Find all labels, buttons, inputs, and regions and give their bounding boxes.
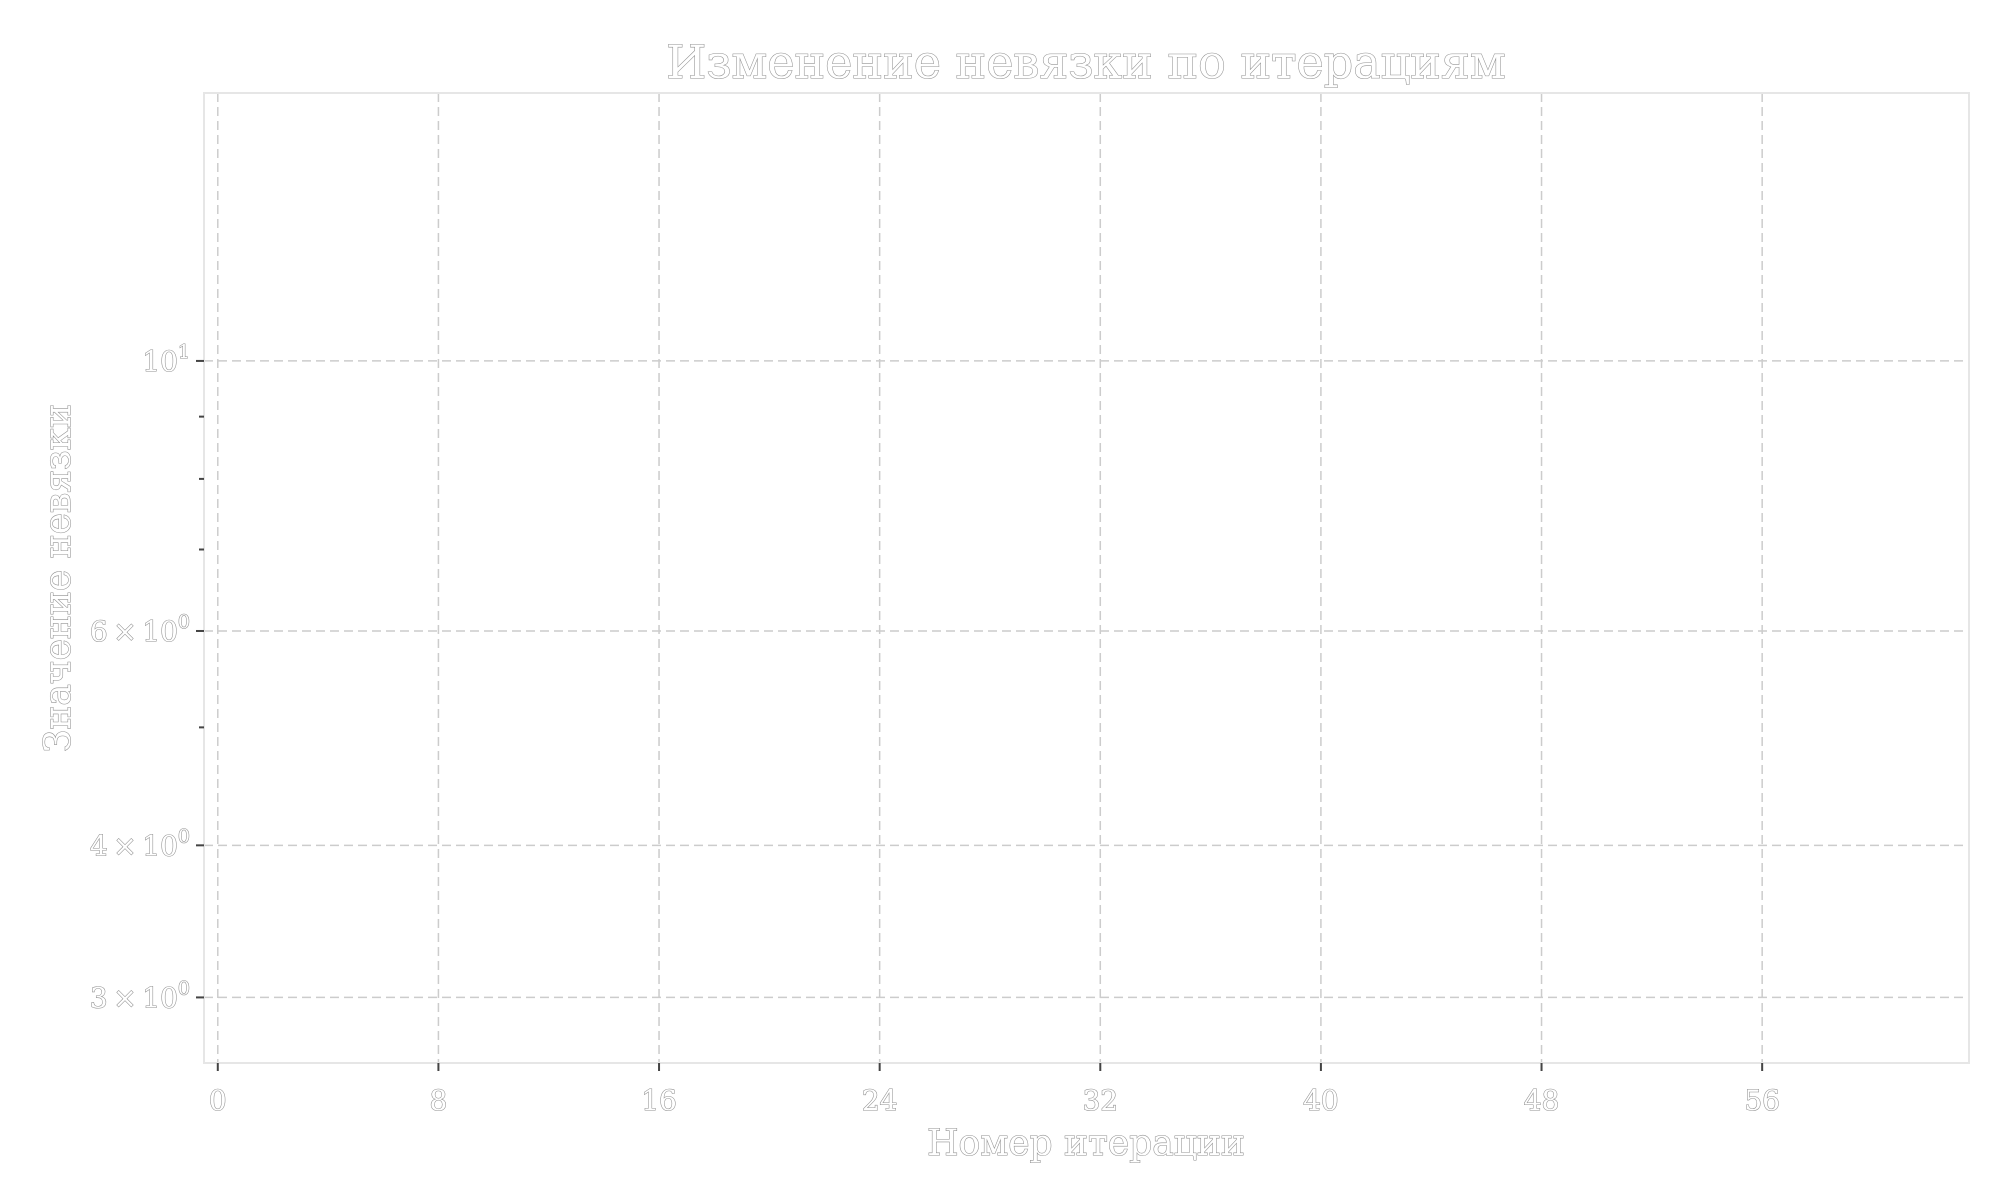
x-tick-label: 0 <box>209 1084 227 1117</box>
x-tick-labels: 0 8 16 24 32 40 48 56 <box>208 1063 1781 1118</box>
y-axis-label: Значение невязки <box>38 404 79 752</box>
y-gridlines <box>204 360 1969 999</box>
y-tick-labels: 101 6 × 100 4 × 100 3 × 100 <box>89 340 204 1015</box>
y-tick-label: 6 × 100 <box>90 611 190 648</box>
y-tick-label: 3 × 100 <box>90 977 190 1014</box>
x-tick-label: 56 <box>1744 1084 1780 1117</box>
x-tick-label: 40 <box>1303 1084 1339 1117</box>
x-tick-label: 48 <box>1524 1084 1560 1117</box>
y-minor-ticks <box>199 415 204 729</box>
chart-title: Изменение невязки по итерациям <box>666 35 1505 89</box>
y-tick-label: 4 × 100 <box>90 825 190 862</box>
x-tick-label: 24 <box>862 1084 898 1117</box>
x-axis-label: Номер итерации <box>927 1123 1245 1164</box>
y-tick-label: 101 <box>142 341 190 378</box>
x-tick-label: 8 <box>430 1084 448 1117</box>
plot-frame <box>203 92 1970 1064</box>
x-tick-label: 16 <box>641 1084 677 1117</box>
x-gridlines <box>217 93 1763 1063</box>
x-tick-label: 32 <box>1082 1084 1118 1117</box>
